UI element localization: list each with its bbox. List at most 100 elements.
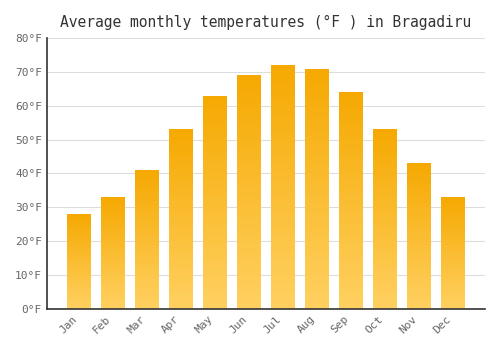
Bar — [203, 258, 227, 262]
Bar — [407, 193, 431, 195]
Bar — [373, 190, 397, 194]
Bar — [305, 174, 329, 179]
Bar — [237, 257, 261, 262]
Bar — [237, 285, 261, 290]
Bar — [101, 264, 124, 266]
Bar — [135, 187, 158, 189]
Bar — [442, 271, 465, 273]
Bar — [203, 125, 227, 130]
Bar — [442, 206, 465, 208]
Bar — [407, 265, 431, 268]
Bar — [67, 239, 90, 240]
Bar — [135, 234, 158, 237]
Bar — [407, 245, 431, 248]
Bar — [339, 135, 363, 140]
Bar — [339, 196, 363, 201]
Bar — [101, 204, 124, 206]
Bar — [442, 286, 465, 289]
Bar — [339, 283, 363, 287]
Bar — [203, 151, 227, 155]
Bar — [135, 225, 158, 228]
Bar — [407, 163, 431, 166]
Bar — [169, 291, 192, 294]
Bar — [135, 267, 158, 270]
Bar — [407, 257, 431, 259]
Bar — [237, 211, 261, 215]
Bar — [237, 225, 261, 229]
Bar — [203, 168, 227, 172]
Bar — [271, 245, 295, 250]
Bar — [305, 83, 329, 88]
Bar — [203, 160, 227, 164]
Bar — [305, 266, 329, 270]
Bar — [135, 273, 158, 275]
Bar — [135, 223, 158, 225]
Bar — [67, 214, 90, 216]
Bar — [135, 189, 158, 192]
Bar — [101, 307, 124, 309]
Bar — [237, 248, 261, 253]
Bar — [101, 278, 124, 280]
Bar — [339, 153, 363, 157]
Bar — [169, 248, 192, 251]
Bar — [373, 162, 397, 165]
Bar — [203, 96, 227, 100]
Bar — [271, 168, 295, 172]
Bar — [373, 273, 397, 276]
Bar — [305, 97, 329, 102]
Bar — [67, 237, 90, 239]
Bar — [442, 289, 465, 291]
Bar — [169, 284, 192, 287]
Bar — [407, 204, 431, 207]
Bar — [67, 280, 90, 282]
Bar — [339, 192, 363, 196]
Bar — [237, 150, 261, 155]
Bar — [237, 122, 261, 127]
Bar — [271, 280, 295, 285]
Bar — [271, 158, 295, 163]
Bar — [101, 197, 124, 199]
Bar — [101, 224, 124, 226]
Bar — [271, 285, 295, 289]
Bar — [135, 201, 158, 203]
Bar — [271, 90, 295, 95]
Bar — [442, 293, 465, 295]
Bar — [101, 295, 124, 298]
Bar — [101, 275, 124, 278]
Bar — [101, 271, 124, 273]
Bar — [271, 187, 295, 192]
Bar — [305, 213, 329, 217]
Bar — [442, 233, 465, 235]
Bar — [67, 222, 90, 224]
Bar — [237, 127, 261, 131]
Bar — [339, 222, 363, 226]
Bar — [237, 103, 261, 108]
Bar — [305, 256, 329, 261]
Bar — [203, 245, 227, 249]
Bar — [271, 148, 295, 153]
Bar — [305, 121, 329, 126]
Bar — [407, 230, 431, 233]
Bar — [373, 262, 397, 266]
Bar — [237, 85, 261, 89]
Bar — [339, 92, 363, 97]
Bar — [407, 294, 431, 297]
Bar — [271, 226, 295, 231]
Bar — [407, 248, 431, 251]
Bar — [135, 248, 158, 251]
Bar — [67, 243, 90, 244]
Bar — [67, 282, 90, 284]
Bar — [67, 220, 90, 222]
Bar — [305, 150, 329, 155]
Bar — [203, 292, 227, 296]
Bar — [407, 189, 431, 193]
Bar — [101, 246, 124, 248]
Bar — [203, 104, 227, 108]
Bar — [101, 300, 124, 302]
Bar — [339, 162, 363, 166]
Bar — [101, 253, 124, 255]
Bar — [101, 289, 124, 291]
Bar — [169, 240, 192, 244]
Bar — [271, 221, 295, 226]
Bar — [373, 169, 397, 173]
